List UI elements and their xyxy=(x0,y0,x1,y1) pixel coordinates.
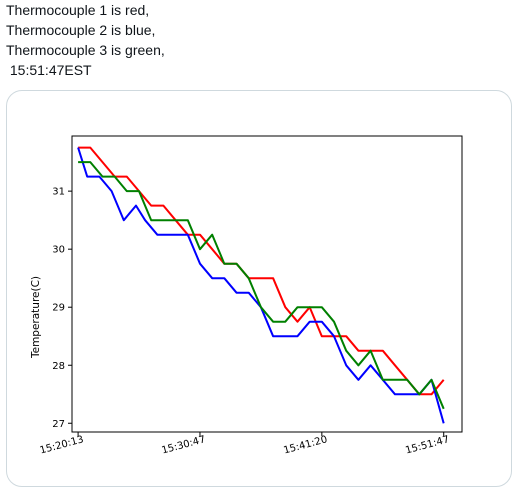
x-tick-label: 15:30:47 xyxy=(161,434,207,456)
tweet-text: Thermocouple 1 is red, Thermocouple 2 is… xyxy=(6,0,165,80)
y-tick-label: 27 xyxy=(52,419,65,430)
series-line-thermocouple-2 xyxy=(77,147,445,424)
chart-image-card[interactable]: 27 28 29 30 31 15:20:13 15:30:47 15:41:20 15:51:… xyxy=(6,90,512,487)
series-line-thermocouple-1 xyxy=(78,146,445,396)
x-tick-label: 15:20:13 xyxy=(39,434,85,456)
caption-line-thermocouple-2: Thermocouple 2 is blue, xyxy=(6,22,156,38)
caption-line-timestamp: 15:51:47EST xyxy=(6,62,92,78)
series-line-thermocouple-3 xyxy=(78,161,445,410)
y-tick-label: 28 xyxy=(52,361,65,372)
caption-line-thermocouple-3: Thermocouple 3 is green, xyxy=(6,42,165,58)
series-lines xyxy=(77,146,445,424)
y-tick-label: 30 xyxy=(52,245,65,256)
x-tick-label: 15:51:47 xyxy=(404,434,450,456)
y-axis-label: Temperature(C) xyxy=(30,276,42,359)
y-tick-label: 31 xyxy=(52,187,65,198)
plot-frame xyxy=(71,135,463,433)
tick-labels: 27 28 29 30 31 15:20:13 15:30:47 15:41:20 15:51:… xyxy=(39,187,451,457)
axes xyxy=(68,135,463,436)
x-tick-label: 15:41:20 xyxy=(282,434,328,456)
y-tick-label: 29 xyxy=(52,303,65,314)
caption-line-thermocouple-1: Thermocouple 1 is red, xyxy=(6,2,150,18)
temperature-chart: 27 28 29 30 31 15:20:13 15:30:47 15:41:20 15:51:… xyxy=(30,135,463,457)
